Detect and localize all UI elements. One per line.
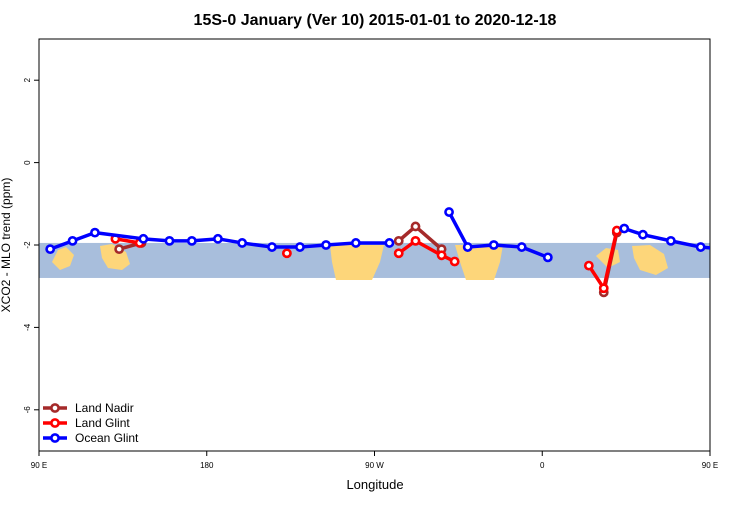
data-point [281, 248, 292, 259]
y-tick-label: 2 [23, 77, 32, 82]
y-tick-label: -6 [23, 406, 32, 414]
y-tick-label: -2 [23, 241, 32, 249]
data-point [542, 252, 553, 263]
legend-label: Ocean Glint [75, 431, 139, 445]
land-shape [632, 245, 668, 275]
data-point [350, 238, 361, 248]
data-point [449, 256, 460, 267]
x-axis: 90 E 180 90 W 0 90 E [31, 451, 718, 470]
data-point [393, 248, 404, 259]
legend-label: Land Glint [75, 416, 130, 430]
data-point [410, 221, 421, 232]
x-tick-label: 90 E [31, 461, 47, 470]
data-point [164, 235, 175, 246]
data-point [611, 225, 622, 236]
data-point [598, 283, 609, 294]
y-axis: 2 0 -2 -4 -6 [23, 77, 39, 413]
data-point [267, 242, 277, 252]
data-point [384, 238, 395, 248]
data-point [410, 235, 421, 246]
data-point [444, 207, 454, 217]
data-point [462, 242, 473, 252]
data-point [67, 235, 78, 246]
data-point [583, 260, 594, 271]
legend-label: Land Nadir [75, 401, 134, 415]
data-point [488, 240, 499, 250]
data-point [186, 235, 197, 246]
y-axis-label: XCO2 - MLO trend (ppm) [0, 178, 13, 313]
map-background [39, 242, 710, 280]
data-point [665, 235, 676, 246]
series-line [397, 239, 456, 264]
data-point [393, 235, 404, 246]
series-land-glint [110, 225, 622, 294]
series-line [623, 226, 710, 250]
legend-marker [50, 418, 60, 428]
legend-marker [50, 403, 60, 413]
y-tick-label: 0 [23, 160, 32, 165]
data-point [114, 244, 125, 255]
x-tick-label: 90 E [702, 461, 718, 470]
x-axis-label: Longitude [346, 477, 403, 492]
x-tick-label: 180 [200, 461, 214, 470]
data-point [237, 238, 248, 248]
land-shape [52, 247, 74, 270]
data-point [436, 250, 447, 261]
chart-title: 15S-0 January (Ver 10) 2015-01-01 to 202… [194, 12, 557, 29]
data-point [516, 242, 527, 252]
data-point [321, 240, 331, 250]
x-tick-label: 0 [540, 461, 545, 470]
data-point [213, 233, 223, 244]
data-point [90, 227, 100, 238]
data-point [138, 233, 149, 244]
data-point [295, 242, 305, 252]
data-point [619, 223, 630, 234]
series-layer [45, 207, 728, 298]
land-shape [455, 245, 503, 280]
x-tick-label: 90 W [365, 461, 384, 470]
data-point [721, 246, 728, 253]
land-shape [330, 245, 384, 280]
data-point [695, 242, 706, 252]
series-ocean-glint [45, 207, 728, 263]
legend-marker [50, 433, 60, 443]
data-point [45, 244, 56, 255]
y-tick-label: -4 [23, 323, 32, 331]
data-point [638, 229, 648, 240]
